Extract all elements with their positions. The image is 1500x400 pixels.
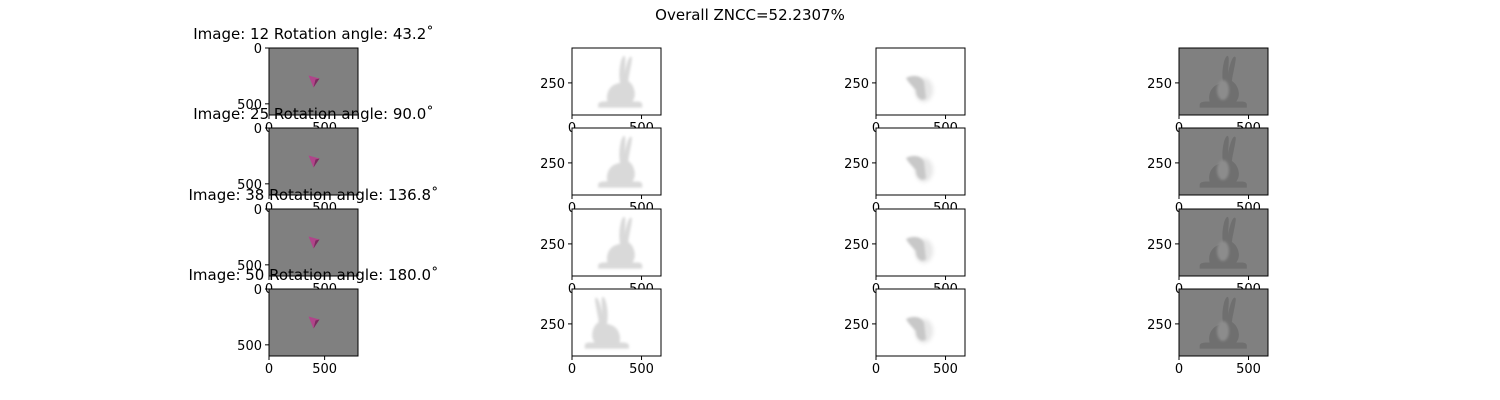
axes-frame bbox=[571, 288, 662, 357]
x-tick-label: 0 bbox=[1175, 362, 1183, 377]
subplot-grid: Image: 12 Rotation angle: 43.2˚050005000… bbox=[188, 25, 1269, 377]
axes-frame bbox=[875, 208, 966, 277]
y-tick-label: 250 bbox=[540, 77, 565, 92]
x-tick-label: 500 bbox=[312, 362, 337, 377]
y-tick-label: 250 bbox=[1147, 318, 1172, 333]
x-tick-label: 0 bbox=[872, 362, 880, 377]
y-tick-label: 500 bbox=[237, 339, 262, 354]
axes-frame bbox=[875, 47, 966, 116]
axes-frame bbox=[1178, 47, 1269, 116]
axes-frame bbox=[1178, 127, 1269, 196]
axes-frame bbox=[875, 127, 966, 196]
y-tick-label: 500 bbox=[237, 259, 262, 274]
y-tick-label: 250 bbox=[844, 238, 869, 253]
small-silhouette bbox=[906, 316, 926, 341]
axes-frame bbox=[571, 208, 662, 277]
x-tick-label: 0 bbox=[265, 362, 273, 377]
axes-frame bbox=[1178, 208, 1269, 277]
x-tick-label: 500 bbox=[1236, 362, 1261, 377]
y-tick-label: 250 bbox=[844, 318, 869, 333]
subplot-silhouette-small: 0 500 250 bbox=[844, 288, 966, 377]
y-tick-label: 250 bbox=[1147, 77, 1172, 92]
axes-frame bbox=[268, 127, 359, 196]
y-tick-label: 250 bbox=[540, 318, 565, 333]
y-tick-label: 500 bbox=[237, 98, 262, 113]
axes-frame bbox=[571, 127, 662, 196]
marker-shape bbox=[308, 155, 320, 168]
x-tick-label: 500 bbox=[629, 362, 654, 377]
marker-shape bbox=[308, 316, 320, 329]
small-silhouette bbox=[906, 155, 926, 180]
axes-frame bbox=[875, 288, 966, 357]
subplot-difference: 0 500 250 bbox=[1147, 288, 1269, 377]
row-title: Image: 25 Rotation angle: 90.0˚ bbox=[193, 105, 434, 123]
marker-shade bbox=[313, 239, 320, 249]
marker-shade bbox=[313, 319, 320, 329]
figure-suptitle: Overall ZNCC=52.2307% bbox=[655, 6, 845, 24]
y-tick-label: 500 bbox=[237, 178, 262, 193]
subplot-silhouette-light: 0 500 250 bbox=[540, 288, 662, 377]
row-title: Image: 38 Rotation angle: 136.8˚ bbox=[188, 186, 438, 204]
marker-shape bbox=[308, 236, 320, 249]
y-tick-label: 0 bbox=[254, 203, 262, 218]
y-tick-label: 250 bbox=[540, 238, 565, 253]
y-tick-label: 250 bbox=[540, 157, 565, 172]
row-title: Image: 12 Rotation angle: 43.2˚ bbox=[193, 25, 434, 43]
y-tick-label: 250 bbox=[844, 77, 869, 92]
x-tick-label: 0 bbox=[568, 362, 576, 377]
axes-frame bbox=[1178, 288, 1269, 357]
small-silhouette bbox=[906, 75, 926, 100]
marker-shade bbox=[313, 78, 320, 88]
difference-highlight bbox=[1217, 160, 1229, 180]
difference-highlight bbox=[1217, 241, 1229, 261]
axes-frame bbox=[268, 288, 359, 357]
difference-highlight bbox=[1217, 80, 1229, 100]
x-tick-label: 500 bbox=[933, 362, 958, 377]
difference-highlight bbox=[1217, 321, 1229, 341]
axes-frame bbox=[571, 47, 662, 116]
marker-shade bbox=[313, 158, 320, 168]
y-tick-label: 0 bbox=[254, 283, 262, 298]
y-tick-label: 250 bbox=[844, 157, 869, 172]
y-tick-label: 250 bbox=[1147, 157, 1172, 172]
axes-frame bbox=[268, 47, 359, 116]
small-silhouette bbox=[906, 236, 926, 261]
y-tick-label: 0 bbox=[254, 122, 262, 137]
y-tick-label: 250 bbox=[1147, 238, 1172, 253]
axes-frame bbox=[268, 208, 359, 277]
marker-shape bbox=[308, 75, 320, 88]
row-title: Image: 50 Rotation angle: 180.0˚ bbox=[188, 266, 438, 284]
y-tick-label: 0 bbox=[254, 42, 262, 57]
